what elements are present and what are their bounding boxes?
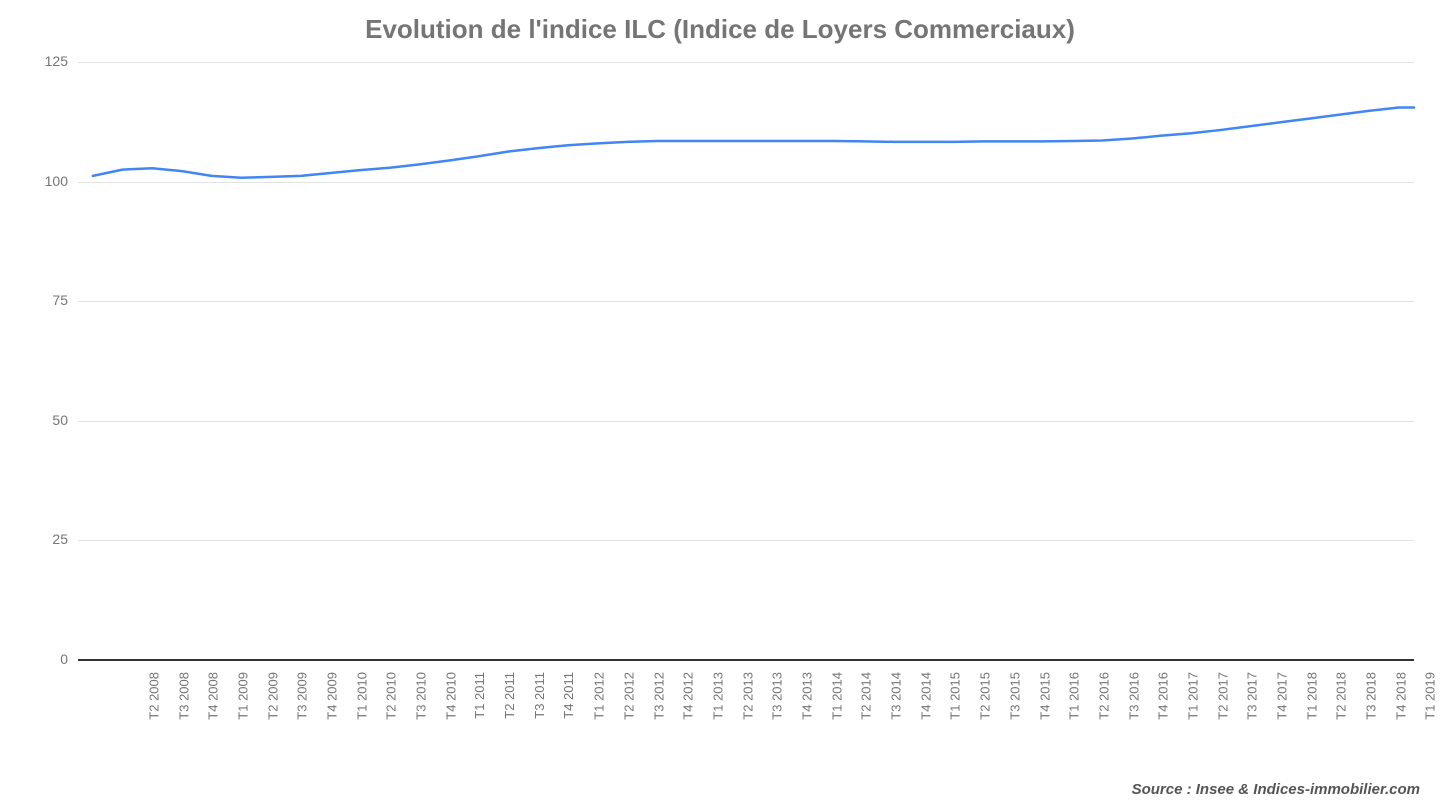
- x-tick-label: T1 2016: [1067, 672, 1082, 720]
- x-tick-label: T3 2018: [1364, 672, 1379, 720]
- x-tick-label: T2 2009: [265, 672, 280, 720]
- x-tick-label: T4 2009: [325, 672, 340, 720]
- x-tick-label: T3 2010: [414, 672, 429, 720]
- x-tick-label: T1 2015: [948, 672, 963, 720]
- x-tick-label: T2 2010: [384, 672, 399, 720]
- x-tick-label: T2 2014: [859, 672, 874, 720]
- x-tick-label: T2 2015: [978, 672, 993, 720]
- x-tick-label: T4 2011: [561, 672, 576, 719]
- x-tick-label: T1 2012: [592, 672, 607, 720]
- grid-line: [78, 301, 1414, 302]
- x-tick-label: T1 2014: [829, 672, 844, 720]
- x-tick-label: T1 2019: [1423, 672, 1438, 720]
- x-tick-label: T3 2009: [295, 672, 310, 720]
- y-tick-label: 125: [8, 53, 68, 69]
- line-series: [78, 62, 1414, 660]
- x-axis-ticks: T2 2008 T3 2008 T4 2008 T1 2009 T2 2009 T3 20…: [78, 666, 1414, 786]
- grid-line: [78, 182, 1414, 183]
- x-tick-label: T3 2012: [651, 672, 666, 720]
- x-tick-label: T4 2010: [443, 672, 458, 720]
- x-tick-label: T3 2017: [1245, 672, 1260, 720]
- grid-line: [78, 540, 1414, 541]
- x-tick-label: T4 2013: [800, 672, 815, 720]
- x-tick-label: T1 2010: [354, 672, 369, 720]
- x-tick-label: T1 2018: [1304, 672, 1319, 720]
- grid-line: [78, 421, 1414, 422]
- x-axis-baseline: [78, 659, 1414, 661]
- y-tick-label: 75: [8, 292, 68, 308]
- x-tick-label: T4 2014: [918, 672, 933, 720]
- chart-container: Evolution de l'indice ILC (Indice de Loy…: [0, 0, 1440, 810]
- plot-area: [78, 62, 1414, 660]
- data-line: [93, 107, 1414, 177]
- x-tick-label: T4 2017: [1275, 672, 1290, 720]
- x-tick-label: T2 2017: [1215, 672, 1230, 720]
- x-tick-label: T1 2013: [711, 672, 726, 720]
- y-tick-label: 0: [8, 651, 68, 667]
- x-tick-label: T4 2016: [1156, 672, 1171, 720]
- x-tick-label: T3 2013: [770, 672, 785, 720]
- x-tick-label: T4 2008: [206, 672, 221, 720]
- chart-title: Evolution de l'indice ILC (Indice de Loy…: [0, 14, 1440, 45]
- x-tick-label: T4 2012: [681, 672, 696, 720]
- x-tick-label: T1 2011: [472, 672, 487, 719]
- grid-line: [78, 62, 1414, 63]
- x-tick-label: T4 2018: [1393, 672, 1408, 720]
- x-tick-label: T2 2008: [147, 672, 162, 720]
- source-caption: Source : Insee & Indices-immobilier.com: [1132, 781, 1420, 798]
- y-tick-label: 100: [8, 173, 68, 189]
- x-tick-label: T3 2015: [1008, 672, 1023, 720]
- x-tick-label: T2 2013: [740, 672, 755, 720]
- y-tick-label: 50: [8, 412, 68, 428]
- x-tick-label: T1 2017: [1186, 672, 1201, 720]
- x-tick-label: T2 2018: [1334, 672, 1349, 720]
- x-tick-label: T2 2016: [1097, 672, 1112, 720]
- x-tick-label: T2 2012: [622, 672, 637, 720]
- x-tick-label: T3 2011: [532, 672, 547, 719]
- x-tick-label: T1 2009: [236, 672, 251, 720]
- y-tick-label: 25: [8, 531, 68, 547]
- x-tick-label: T3 2008: [176, 672, 191, 720]
- x-tick-label: T3 2016: [1126, 672, 1141, 720]
- x-tick-label: T4 2015: [1037, 672, 1052, 720]
- x-tick-label: T2 2011: [502, 672, 517, 719]
- x-tick-label: T3 2014: [889, 672, 904, 720]
